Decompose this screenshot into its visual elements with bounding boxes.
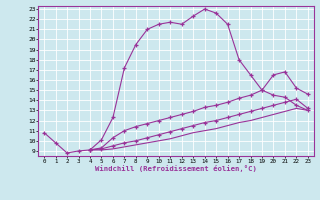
X-axis label: Windchill (Refroidissement éolien,°C): Windchill (Refroidissement éolien,°C): [95, 165, 257, 172]
